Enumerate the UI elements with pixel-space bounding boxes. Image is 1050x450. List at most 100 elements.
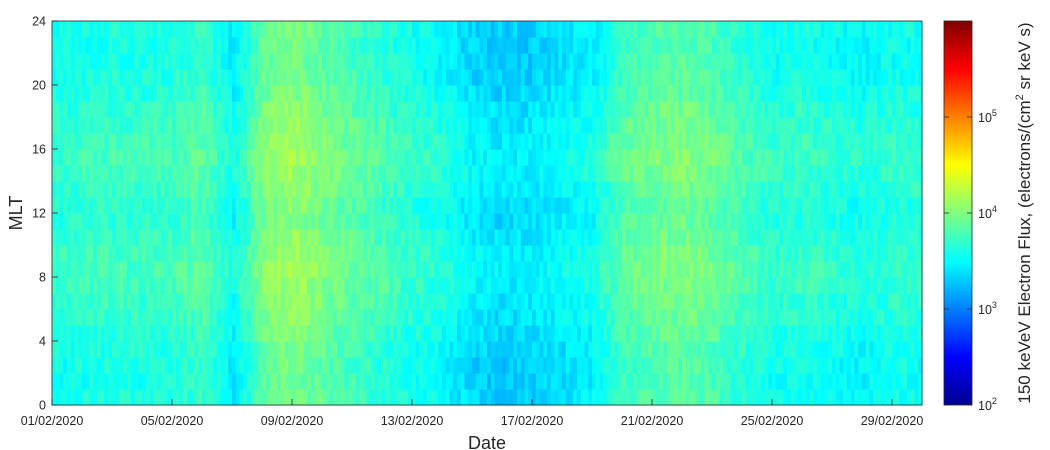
heatmap-cell <box>153 181 158 198</box>
heatmap-cell <box>202 85 207 102</box>
heatmap-cell <box>235 373 241 390</box>
heatmap-cell <box>262 341 267 358</box>
heatmap-cell <box>89 213 94 230</box>
heatmap-cell <box>554 165 559 182</box>
heatmap-cell <box>419 309 424 326</box>
heatmap-cell <box>179 309 184 326</box>
heatmap-cell <box>809 53 814 70</box>
heatmap-cell <box>644 21 649 38</box>
heatmap-cell <box>412 261 417 278</box>
heatmap-cell <box>685 165 691 182</box>
heatmap-cell <box>768 53 773 70</box>
heatmap-cell <box>509 357 514 374</box>
heatmap-cell <box>355 53 361 70</box>
heatmap-cell <box>359 373 364 390</box>
heatmap-cell <box>292 277 297 294</box>
heatmap-cell <box>490 357 496 374</box>
heatmap-cell <box>112 101 117 118</box>
heatmap-cell <box>393 261 398 278</box>
heatmap-cell <box>303 389 308 406</box>
heatmap-cell <box>487 101 492 118</box>
heatmap-cell <box>543 229 548 246</box>
heatmap-cell <box>385 293 391 310</box>
heatmap-cell <box>355 117 361 134</box>
heatmap-cell <box>577 37 582 54</box>
heatmap-cell <box>434 197 439 214</box>
heatmap-cell <box>689 309 694 326</box>
heatmap-cell <box>164 181 169 198</box>
heatmap-cell <box>243 165 248 182</box>
heatmap-cell <box>168 357 173 374</box>
heatmap-cell <box>768 277 773 294</box>
heatmap-cell <box>168 85 173 102</box>
heatmap-cell <box>824 165 829 182</box>
heatmap-cell <box>719 277 724 294</box>
heatmap-cell <box>565 149 571 166</box>
heatmap-cell <box>449 101 454 118</box>
heatmap-cell <box>100 85 106 102</box>
heatmap-cell <box>280 245 286 262</box>
heatmap-cell <box>397 69 402 86</box>
heatmap-cell <box>727 21 732 38</box>
heatmap-cell <box>817 85 822 102</box>
heatmap-cell <box>595 181 601 198</box>
heatmap-cell <box>123 213 128 230</box>
heatmap-cell <box>89 309 94 326</box>
heatmap-cell <box>749 197 754 214</box>
heatmap-cell <box>667 357 672 374</box>
heatmap-cell <box>775 69 781 86</box>
heatmap-cell <box>813 229 818 246</box>
heatmap-cell <box>130 85 136 102</box>
heatmap-cell <box>228 341 233 358</box>
heatmap-cell <box>693 229 698 246</box>
heatmap-cell <box>100 309 106 326</box>
heatmap-cell <box>730 389 736 406</box>
heatmap-cell <box>704 53 709 70</box>
heatmap-cell <box>558 277 563 294</box>
heatmap-cell <box>157 261 162 278</box>
heatmap-cell <box>682 261 687 278</box>
heatmap-cell <box>513 69 518 86</box>
heatmap-cell <box>325 293 331 310</box>
heatmap-cell <box>329 85 334 102</box>
heatmap-cell <box>295 197 301 214</box>
heatmap-cell <box>408 165 413 182</box>
heatmap-cell <box>670 277 676 294</box>
heatmap-cell <box>123 309 128 326</box>
heatmap-cell <box>550 101 556 118</box>
heatmap-cell <box>408 21 413 38</box>
heatmap-cell <box>472 181 477 198</box>
heatmap-cell <box>67 261 72 278</box>
heatmap-cell <box>535 325 541 342</box>
heatmap-cell <box>798 309 803 326</box>
heatmap-cell <box>142 85 147 102</box>
heatmap-cell <box>397 389 402 406</box>
heatmap-cell <box>142 277 147 294</box>
heatmap-cell <box>595 37 601 54</box>
heatmap-cell <box>659 117 664 134</box>
heatmap-cell <box>149 261 154 278</box>
heatmap-cell <box>498 85 503 102</box>
heatmap-cell <box>303 181 308 198</box>
heatmap-cell <box>509 181 514 198</box>
heatmap-cell <box>637 181 642 198</box>
heatmap-cell <box>577 53 582 70</box>
heatmap-cell <box>108 341 113 358</box>
heatmap-cell <box>329 165 334 182</box>
heatmap-cell <box>254 69 259 86</box>
heatmap-cell <box>224 85 229 102</box>
heatmap-cell <box>367 293 372 310</box>
heatmap-cell <box>760 261 766 278</box>
heatmap-cell <box>719 149 724 166</box>
heatmap-cell <box>610 277 616 294</box>
heatmap-cell <box>603 309 608 326</box>
heatmap-cell <box>828 133 833 150</box>
heatmap-cell <box>337 149 342 166</box>
heatmap-cell <box>367 357 372 374</box>
heatmap-cell <box>385 229 391 246</box>
heatmap-cell <box>520 197 526 214</box>
heatmap-cell <box>468 69 473 86</box>
heatmap-cell <box>198 293 203 310</box>
heatmap-cell <box>592 373 597 390</box>
heatmap-cell <box>787 53 792 70</box>
